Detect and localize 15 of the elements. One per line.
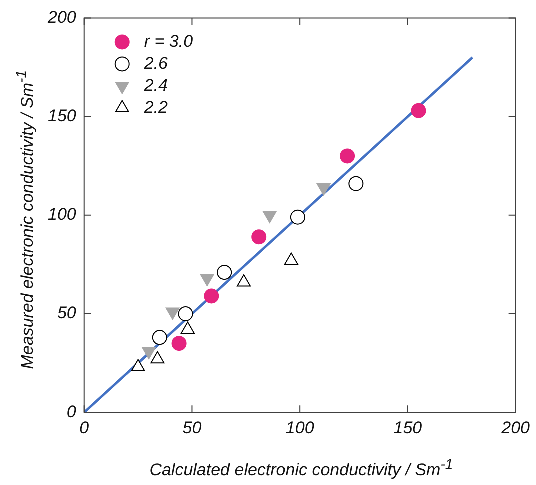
x-tick-label: 100 [286,418,315,438]
y-tick-label: 200 [46,8,77,27]
y-tick-label: 150 [48,106,77,126]
x-tick-label: 0 [80,418,90,438]
legend-label: 2.6 [143,54,169,73]
y-tick-label: 0 [66,402,77,422]
y-tick-label: 50 [57,304,77,323]
x-tick-label: 50 [182,418,202,438]
legend-label: r = 3.0 [144,32,194,51]
legend-label: 2.4 [143,76,168,95]
x-tick-label: 200 [500,418,531,438]
legend-label: 2.2 [143,98,169,117]
x-tick-label: 150 [394,418,423,438]
y-tick-label: 100 [48,205,77,224]
x-axis-title: Calculated electronic conductivity / Sm$^{-1}$ [148,457,454,481]
